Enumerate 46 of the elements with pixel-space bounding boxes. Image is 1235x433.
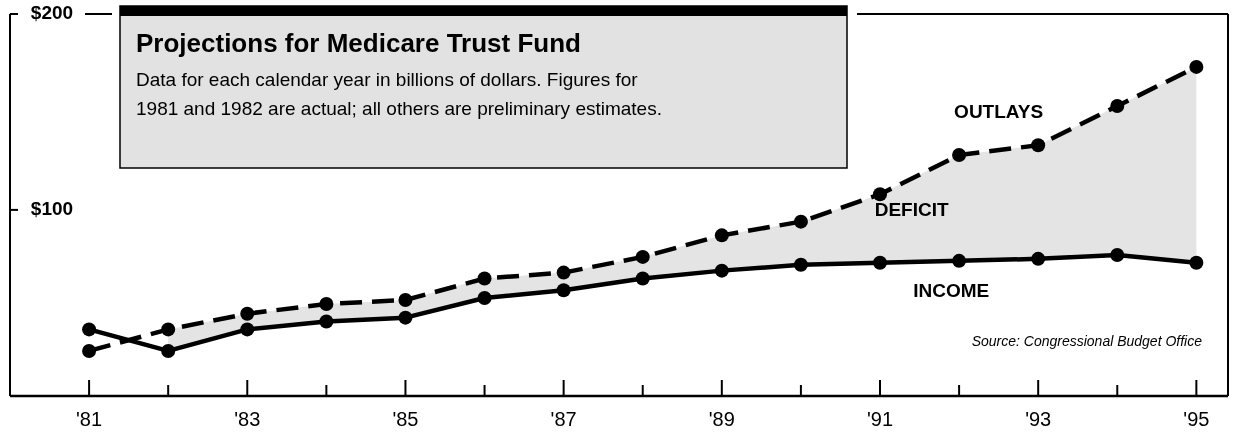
point: [635, 249, 650, 264]
point: [477, 291, 492, 306]
annotation: DEFICIT: [874, 198, 949, 220]
point: [873, 255, 887, 270]
point: [952, 253, 967, 268]
point: [319, 296, 334, 311]
point: [1031, 138, 1046, 153]
text: Data for each calendar year in billions of dollars. Figures for 1981 and 1982 are actual; all others are preliminary estimates.: [136, 69, 662, 119]
point: [793, 257, 808, 272]
series-label: INCOME: [913, 279, 990, 301]
point: [319, 314, 334, 329]
y-tick-label: $100: [30, 197, 74, 219]
point: [1189, 59, 1204, 74]
x-tick-label: '91: [866, 408, 894, 430]
point: [161, 343, 176, 358]
x-tick-label: '89: [708, 408, 735, 430]
x-tick-label: '93: [1025, 408, 1052, 430]
point: [82, 343, 97, 358]
point: [82, 322, 97, 337]
x-tick-label: '95: [1183, 408, 1210, 430]
annotation: Source: Congressional Budget Office: [971, 333, 1203, 349]
point: [1110, 247, 1125, 262]
series-label: OUTLAYS: [954, 101, 1044, 123]
point: [398, 293, 413, 308]
point: [1110, 99, 1125, 114]
point: [161, 322, 176, 337]
point: [240, 306, 255, 321]
point: [952, 148, 967, 163]
point: [635, 271, 650, 286]
point: [793, 214, 808, 229]
point: [556, 265, 571, 280]
x-tick-label: '87: [550, 408, 577, 430]
point: [1031, 251, 1046, 266]
point: [1189, 255, 1204, 270]
y-tick-label: $200: [30, 2, 74, 24]
point: [714, 228, 729, 243]
point: [398, 310, 413, 325]
x-tick-label: '81: [76, 408, 103, 430]
point: [714, 263, 729, 278]
point: [240, 322, 255, 337]
point: [556, 283, 571, 298]
text: Projections for Medicare Trust Fund: [136, 28, 581, 58]
x-tick-label: '85: [392, 408, 419, 430]
point: [873, 187, 887, 202]
point: [477, 271, 492, 286]
x-tick-label: '83: [234, 408, 261, 430]
